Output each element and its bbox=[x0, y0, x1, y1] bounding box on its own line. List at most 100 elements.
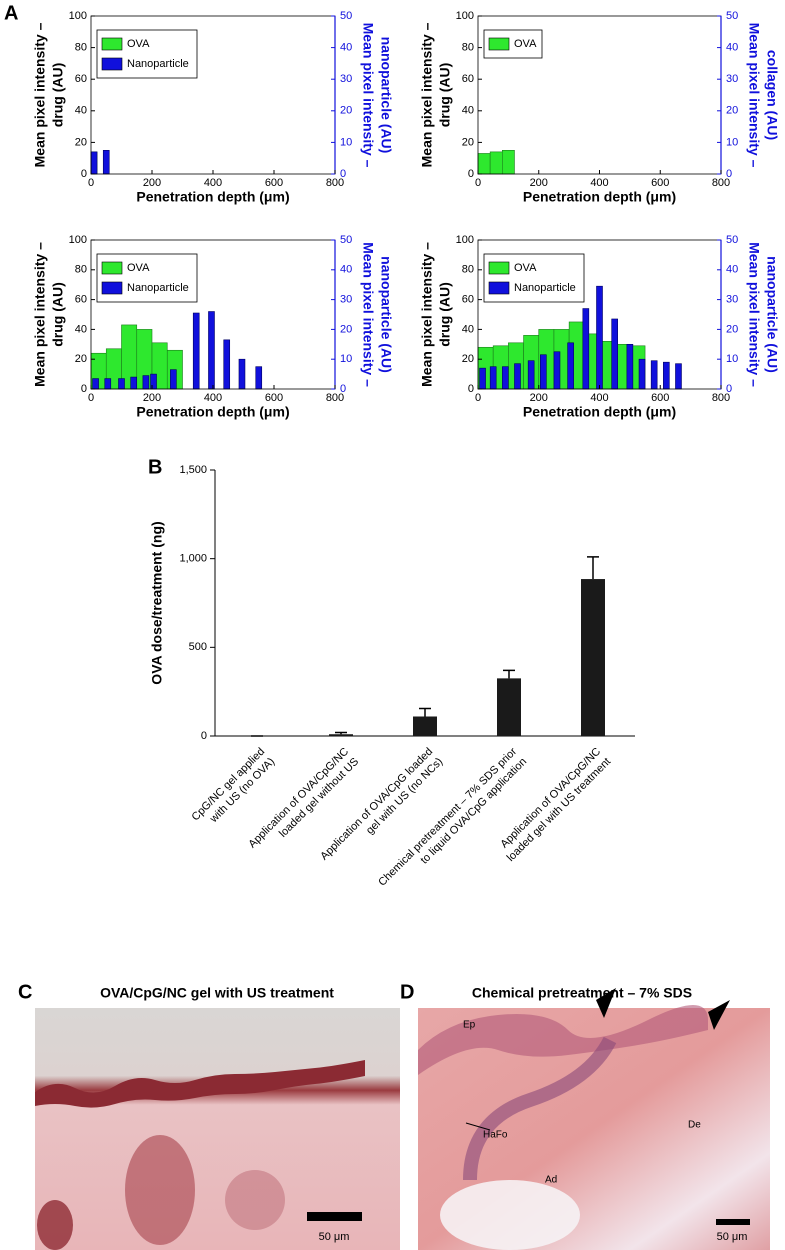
y-tick-label: 20 bbox=[75, 136, 87, 148]
legend-swatch bbox=[488, 37, 510, 51]
x-axis-label: Penetration depth (μm) bbox=[523, 189, 676, 205]
y2-tick-label: 10 bbox=[340, 136, 352, 148]
bar bbox=[329, 734, 353, 736]
legend-label: Nanoparticle bbox=[127, 58, 189, 70]
legend-label: OVA bbox=[127, 38, 150, 50]
y2-axis-label: nanoparticle (AU) bbox=[764, 256, 780, 373]
y-axis-label: Mean pixel intensity – bbox=[419, 242, 435, 387]
y-tick-label: 100 bbox=[69, 234, 87, 246]
y2-tick-label: 50 bbox=[340, 234, 352, 246]
x-tick-label: 400 bbox=[204, 392, 222, 404]
image-title: OVA/CpG/NC gel with US treatment bbox=[100, 985, 334, 1001]
bar bbox=[489, 366, 497, 390]
bar bbox=[118, 378, 125, 390]
x-tick-label: 200 bbox=[143, 177, 161, 189]
x-tick-label: 200 bbox=[530, 392, 548, 404]
y2-tick-label: 10 bbox=[726, 136, 738, 148]
y2-tick-label: 40 bbox=[726, 264, 738, 276]
y-axis-label: Mean pixel intensity – bbox=[32, 22, 48, 167]
bar bbox=[208, 311, 215, 390]
bar bbox=[102, 150, 110, 175]
bar bbox=[638, 358, 646, 390]
y-tick-label: 1,500 bbox=[179, 464, 207, 476]
bar bbox=[192, 312, 200, 390]
x-tick-label: 600 bbox=[265, 392, 283, 404]
y2-axis-label: Mean pixel intensity – bbox=[746, 242, 762, 387]
y-axis-label: Mean pixel intensity – bbox=[419, 22, 435, 167]
x-tick-label: 0 bbox=[88, 177, 94, 189]
y-axis-label: drug (AU) bbox=[437, 282, 453, 347]
x-tick-label: 0 bbox=[475, 392, 481, 404]
panel-label: D bbox=[400, 981, 414, 1003]
y2-tick-label: 50 bbox=[726, 234, 738, 246]
y-tick-label: 100 bbox=[69, 10, 87, 22]
y-tick-label: 60 bbox=[75, 294, 87, 306]
bar bbox=[497, 678, 521, 736]
y2-tick-label: 0 bbox=[726, 383, 732, 395]
x-tick-label: 800 bbox=[712, 177, 730, 189]
x-tick-label: 400 bbox=[590, 177, 608, 189]
x-tick-label: 400 bbox=[204, 177, 222, 189]
x-axis-label: Penetration depth (μm) bbox=[523, 404, 676, 420]
bar bbox=[675, 363, 682, 390]
legend-swatch bbox=[488, 281, 510, 295]
scale-bar bbox=[716, 1219, 750, 1225]
bar bbox=[650, 360, 658, 390]
y2-tick-label: 50 bbox=[726, 10, 738, 22]
y-tick-label: 0 bbox=[81, 168, 87, 180]
y-axis-label: OVA dose/treatment (ng) bbox=[149, 521, 165, 684]
y2-axis-label: Mean pixel intensity – bbox=[746, 23, 762, 168]
y2-tick-label: 30 bbox=[726, 294, 738, 306]
bar bbox=[663, 361, 670, 390]
error-bar bbox=[419, 707, 431, 717]
y-tick-label: 40 bbox=[75, 323, 87, 335]
y2-tick-label: 20 bbox=[340, 323, 352, 335]
tissue-label: De bbox=[688, 1120, 701, 1131]
histology-image-c bbox=[35, 1008, 400, 1250]
y2-tick-label: 40 bbox=[340, 42, 352, 54]
histology-image-d bbox=[418, 988, 770, 1250]
y-tick-label: 80 bbox=[462, 264, 474, 276]
bar bbox=[501, 150, 515, 175]
x-tick-label: 800 bbox=[326, 177, 344, 189]
error-bar bbox=[587, 556, 599, 580]
y2-axis-label: collagen (AU) bbox=[764, 50, 780, 140]
bar bbox=[596, 285, 603, 390]
legend-label: Nanoparticle bbox=[127, 282, 189, 294]
y2-tick-label: 30 bbox=[726, 73, 738, 85]
x-axis-label: Penetration depth (μm) bbox=[136, 189, 289, 205]
bar bbox=[611, 318, 618, 390]
panel-label: C bbox=[18, 981, 32, 1003]
panel-label: A bbox=[4, 2, 18, 24]
x-tick-label: 600 bbox=[651, 392, 669, 404]
bar bbox=[130, 376, 137, 390]
error-bar bbox=[335, 731, 347, 735]
y2-axis-label: nanoparticle (AU) bbox=[378, 256, 394, 373]
bar bbox=[527, 360, 535, 390]
bar bbox=[238, 358, 246, 390]
y2-tick-label: 0 bbox=[340, 383, 346, 395]
bar bbox=[581, 579, 605, 736]
bar bbox=[489, 151, 503, 175]
y-tick-label: 80 bbox=[462, 42, 474, 54]
y-tick-label: 100 bbox=[456, 10, 474, 22]
legend-swatch bbox=[101, 57, 123, 71]
legend-swatch bbox=[101, 281, 123, 295]
legend-label: OVA bbox=[514, 262, 537, 274]
x-tick-label: 200 bbox=[143, 392, 161, 404]
y2-tick-label: 10 bbox=[726, 353, 738, 365]
bar bbox=[477, 153, 491, 175]
x-tick-label: 0 bbox=[88, 392, 94, 404]
legend-swatch bbox=[488, 261, 510, 275]
y-tick-label: 80 bbox=[75, 42, 87, 54]
x-axis-label: Penetration depth (μm) bbox=[136, 404, 289, 420]
y-tick-label: 500 bbox=[189, 641, 207, 653]
x-tick-label: 800 bbox=[326, 392, 344, 404]
bar bbox=[553, 351, 561, 390]
y2-tick-label: 20 bbox=[726, 323, 738, 335]
y-tick-label: 40 bbox=[75, 105, 87, 117]
y-tick-label: 20 bbox=[462, 353, 474, 365]
y2-tick-label: 0 bbox=[726, 168, 732, 180]
y-axis-label: drug (AU) bbox=[437, 63, 453, 128]
